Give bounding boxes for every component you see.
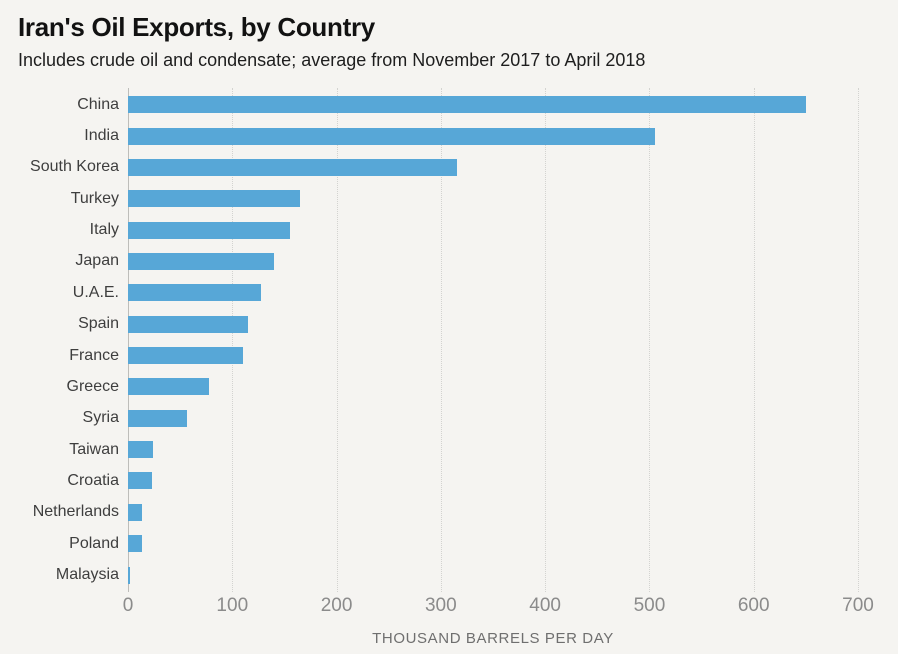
- gridline: [336, 88, 338, 592]
- bar-row: Italy: [0, 214, 898, 245]
- x-tick-label: 400: [529, 595, 561, 616]
- bar-row: China: [0, 89, 898, 120]
- bar-row: Turkey: [0, 183, 898, 214]
- bar-track: [128, 441, 858, 459]
- bar-chart: China India South Korea Turkey Italy Japan U.A…: [0, 88, 898, 654]
- category-label: China: [77, 95, 119, 113]
- bar: [128, 315, 248, 333]
- bar-row: Malaysia: [0, 559, 898, 590]
- chart-subtitle: Includes crude oil and condensate; avera…: [18, 50, 646, 70]
- gridline: [649, 88, 651, 592]
- gridline: [440, 88, 442, 592]
- bar-row: Japan: [0, 246, 898, 277]
- category-label: Netherlands: [32, 503, 119, 521]
- bar: [128, 409, 188, 427]
- category-label: South Korea: [30, 158, 119, 176]
- x-tick-label: 100: [216, 595, 249, 616]
- bar-track: [128, 347, 858, 365]
- bar: [128, 252, 274, 270]
- category-label: U.A.E.: [72, 283, 119, 301]
- bar: [128, 441, 154, 459]
- gridline: [753, 88, 755, 592]
- chart-title: Iran's Oil Exports, by Country: [18, 12, 375, 42]
- bar-rows: China India South Korea Turkey Italy Japan U.A…: [0, 89, 898, 591]
- category-label: Syria: [82, 409, 119, 427]
- bar-row: Netherlands: [0, 497, 898, 528]
- bar-track: [128, 127, 858, 145]
- bar-row: Taiwan: [0, 434, 898, 465]
- bar-track: [128, 566, 858, 584]
- category-label: Greece: [66, 377, 119, 395]
- gridline: [858, 88, 859, 592]
- gridline: [232, 88, 234, 592]
- bar-track: [128, 535, 858, 553]
- bar: [128, 472, 152, 490]
- axis-zero-line: [128, 88, 129, 592]
- x-tick-label: 0: [122, 595, 134, 616]
- bar-track: [128, 503, 858, 521]
- category-label: France: [69, 346, 119, 364]
- x-tick-label: 600: [737, 595, 770, 616]
- x-axis-ticks: 0 100 200 300 400 500 600 700: [123, 595, 874, 617]
- category-label: Italy: [89, 221, 119, 239]
- bar: [128, 158, 457, 176]
- x-axis-title: THOUSAND BARRELS PER DAY: [372, 630, 614, 647]
- bar: [128, 535, 142, 553]
- bar-track: [128, 252, 858, 270]
- bar: [128, 378, 210, 396]
- bar-row: France: [0, 340, 898, 371]
- bar-row: Spain: [0, 309, 898, 340]
- bar-track: [128, 378, 858, 396]
- bar-track: [128, 315, 858, 333]
- bar: [128, 221, 290, 239]
- bar-track: [128, 409, 858, 427]
- bar: [128, 127, 655, 145]
- x-tick-label: 200: [320, 595, 353, 616]
- category-label: Spain: [78, 315, 119, 333]
- bar-row: Syria: [0, 403, 898, 434]
- category-label: Poland: [69, 534, 119, 552]
- bar-track: [128, 96, 858, 114]
- category-label: Japan: [75, 252, 119, 270]
- category-label: Taiwan: [69, 440, 119, 458]
- bar: [128, 503, 142, 521]
- bar-track: [128, 221, 858, 239]
- bar-row: Greece: [0, 371, 898, 402]
- bar: [128, 190, 301, 208]
- x-tick-label: 700: [842, 595, 874, 616]
- bar: [128, 347, 243, 365]
- plot-area: [128, 88, 859, 592]
- bar-track: [128, 472, 858, 490]
- bar: [128, 566, 131, 584]
- bar-row: U.A.E.: [0, 277, 898, 308]
- bar-row: India: [0, 120, 898, 151]
- bar-track: [128, 190, 858, 208]
- bar: [128, 96, 806, 114]
- category-label: Turkey: [70, 189, 119, 207]
- x-tick-label: 300: [424, 595, 457, 616]
- bar-row: Croatia: [0, 465, 898, 496]
- category-label: India: [84, 127, 119, 145]
- bar-track: [128, 284, 858, 302]
- gridline: [545, 88, 547, 592]
- bar-row: Poland: [0, 528, 898, 559]
- bar: [128, 284, 262, 302]
- category-label: Croatia: [67, 471, 119, 489]
- x-tick-label: 500: [633, 595, 666, 616]
- bar-track: [128, 158, 858, 176]
- bar-row: South Korea: [0, 152, 898, 183]
- category-label: Malaysia: [55, 566, 119, 584]
